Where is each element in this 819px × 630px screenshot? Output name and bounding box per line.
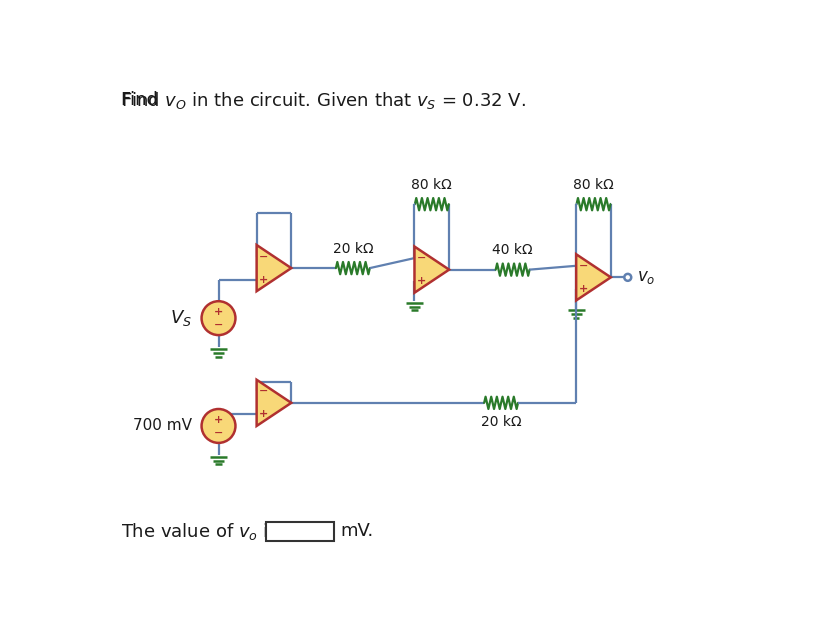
Text: 20 kΩ: 20 kΩ <box>480 415 521 429</box>
Text: 20 kΩ: 20 kΩ <box>333 242 373 256</box>
Text: mV.: mV. <box>340 522 373 541</box>
Text: $v_o$: $v_o$ <box>636 268 654 287</box>
Text: +: + <box>259 410 268 420</box>
Text: −: − <box>416 253 426 263</box>
Text: The value of $\mathit{v_o}$ is: The value of $\mathit{v_o}$ is <box>121 521 278 542</box>
Text: $\mathit{V_S}$: $\mathit{V_S}$ <box>170 308 192 328</box>
Text: Find: Find <box>121 91 164 109</box>
Text: +: + <box>214 307 223 317</box>
Text: −: − <box>259 251 268 261</box>
Text: +: + <box>259 275 268 285</box>
Polygon shape <box>414 246 449 293</box>
Text: −: − <box>577 261 587 271</box>
Circle shape <box>201 409 235 443</box>
Bar <box>266 522 333 541</box>
Text: 80 kΩ: 80 kΩ <box>411 178 451 192</box>
Text: −: − <box>214 427 223 437</box>
Circle shape <box>623 274 631 281</box>
Text: +: + <box>214 415 223 425</box>
Text: −: − <box>214 319 223 329</box>
Text: Find $\mathit{v_O}$ in the circuit. Given that $\mathit{v_S}$ = 0.32 V.: Find $\mathit{v_O}$ in the circuit. Give… <box>121 89 526 111</box>
Polygon shape <box>576 255 610 301</box>
Text: 80 kΩ: 80 kΩ <box>572 178 613 192</box>
Text: +: + <box>416 276 426 286</box>
Polygon shape <box>256 380 291 426</box>
Text: +: + <box>577 284 587 294</box>
Circle shape <box>201 301 235 335</box>
Polygon shape <box>256 245 291 291</box>
Text: 700 mV: 700 mV <box>133 418 192 433</box>
Text: −: − <box>259 386 268 396</box>
Text: 40 kΩ: 40 kΩ <box>491 243 532 257</box>
